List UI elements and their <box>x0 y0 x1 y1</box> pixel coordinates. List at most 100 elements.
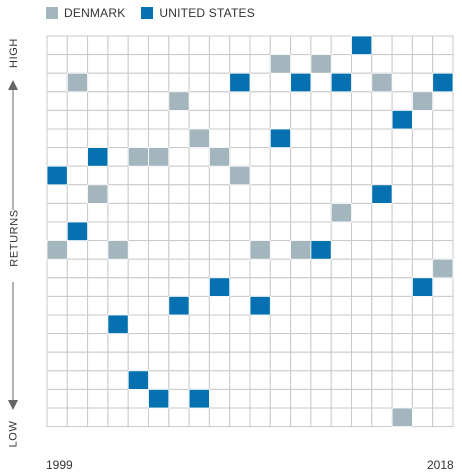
grid-cell <box>411 314 434 335</box>
grid-cell <box>411 351 434 372</box>
grid-cell <box>249 333 271 353</box>
grid-cell <box>66 202 89 223</box>
cell-denmark-2002 <box>107 240 129 260</box>
grid-cell <box>351 258 373 279</box>
grid-cell <box>432 333 454 353</box>
grid-cell <box>229 128 251 149</box>
cell-denmark-2003 <box>127 147 149 167</box>
grid-cell <box>351 72 373 93</box>
grid-cell <box>87 91 109 111</box>
grid-cell <box>432 407 454 428</box>
grid-cell <box>188 109 210 130</box>
grid-cell <box>351 351 373 372</box>
grid-cell <box>127 333 149 353</box>
grid-cell <box>127 258 149 279</box>
grid-cell <box>107 128 129 149</box>
grid-cell <box>371 128 393 149</box>
grid-cell <box>432 184 454 204</box>
grid-cell <box>269 277 292 297</box>
grid-cell <box>208 72 231 93</box>
grid-cell <box>310 109 332 130</box>
grid-cell <box>310 258 332 279</box>
grid-cell <box>391 295 413 316</box>
grid-cell <box>371 202 393 223</box>
grid-cell <box>249 54 271 74</box>
grid-cell <box>46 370 68 390</box>
cell-united-states-2005 <box>168 295 190 316</box>
grid-cell <box>411 128 434 149</box>
grid-cell <box>66 333 89 353</box>
grid-cell <box>168 184 190 204</box>
cell-united-states-1999 <box>46 165 68 186</box>
grid-cell <box>371 147 393 167</box>
grid-cell <box>290 184 312 204</box>
grid-cell <box>148 109 170 130</box>
grid-cell <box>107 351 129 372</box>
grid-cell <box>229 54 251 74</box>
grid-cell <box>229 258 251 279</box>
grid-cell <box>87 240 109 260</box>
grid-cell <box>371 221 393 242</box>
grid-cell <box>249 388 271 409</box>
grid-cell <box>148 202 170 223</box>
grid-cell <box>107 295 129 316</box>
grid-cell <box>208 54 231 74</box>
grid-cell <box>127 407 149 428</box>
grid-cell <box>229 388 251 409</box>
grid-cell <box>391 54 413 74</box>
grid-cell <box>249 314 271 335</box>
grid-cell <box>168 165 190 186</box>
cell-united-states-2016 <box>391 110 413 130</box>
grid-cell <box>188 277 210 297</box>
grid-cell <box>391 128 413 149</box>
grid-cell <box>66 35 89 56</box>
grid-cell <box>168 221 190 242</box>
grid-cell <box>208 407 231 428</box>
grid-cell <box>330 351 353 372</box>
legend-swatch-united-states <box>141 7 154 19</box>
grid-cell <box>168 72 190 93</box>
grid-cell <box>66 184 89 204</box>
grid-cell <box>107 388 129 409</box>
grid-cell <box>229 407 251 428</box>
grid-cell <box>411 147 434 167</box>
grid-cell <box>391 333 413 353</box>
cell-denmark-2000 <box>66 72 89 93</box>
grid-cell <box>371 314 393 335</box>
grid-cell <box>351 407 373 428</box>
grid-cell <box>46 202 68 223</box>
grid-cell <box>229 333 251 353</box>
grid-cell <box>229 314 251 335</box>
grid-cell <box>391 388 413 409</box>
cell-denmark-2018 <box>432 258 454 279</box>
grid-cell <box>229 295 251 316</box>
grid-cell <box>310 407 332 428</box>
grid-cell <box>127 202 149 223</box>
grid-cell <box>107 35 129 56</box>
grid-cell <box>391 258 413 279</box>
grid-cell <box>269 221 292 242</box>
grid-cell <box>188 91 210 111</box>
grid-cell <box>208 388 231 409</box>
grid-cell <box>208 221 231 242</box>
grid-cell <box>107 258 129 279</box>
grid-cell <box>87 407 109 428</box>
grid-cell <box>46 277 68 297</box>
grid-cell <box>411 165 434 186</box>
grid-cell <box>249 370 271 390</box>
y-label-low: LOW <box>7 420 20 448</box>
grid-cell <box>148 277 170 297</box>
cell-united-states-2009 <box>249 295 271 316</box>
grid-cell <box>127 388 149 409</box>
grid-cell <box>107 277 129 297</box>
grid-cell <box>411 407 434 428</box>
grid-cell <box>208 351 231 372</box>
grid-cell <box>107 91 129 111</box>
grid-cell <box>87 165 109 186</box>
grid-cell <box>87 333 109 353</box>
grid-cell <box>371 109 393 130</box>
grid-cell <box>208 333 231 353</box>
grid-cell <box>168 128 190 149</box>
grid-cell <box>290 295 312 316</box>
